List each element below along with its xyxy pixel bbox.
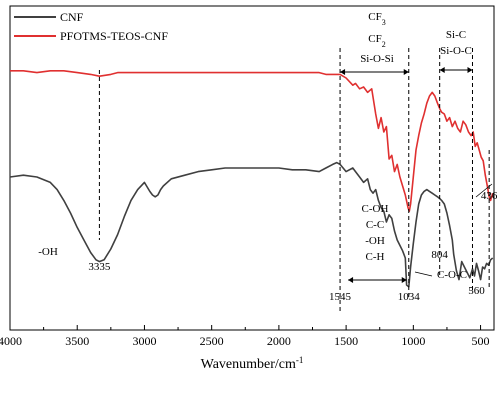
x-axis-label: Wavenumber/cm-1 [201, 355, 304, 372]
annotation-1545: 1545 [329, 291, 352, 303]
annotation-coc: C-O-C [437, 269, 467, 281]
annotation-804: 804 [431, 249, 448, 261]
x-tick-label: 4000 [0, 334, 22, 348]
range-arrow-cf-head [403, 69, 409, 75]
annotation-si-o-si: Si-O-Si [360, 53, 394, 65]
annotation-cf2: CF2 [368, 33, 385, 49]
leader-line [414, 271, 433, 277]
annotation-436: 436 [481, 190, 497, 202]
x-tick-label: 3000 [132, 334, 156, 348]
plot-frame [9, 5, 495, 331]
annotation-si-o-c: Si-O-C [440, 45, 472, 57]
range-arrow-si-head [439, 67, 445, 73]
range-arrow-cnf-head [401, 277, 407, 283]
x-tick-label: 1500 [334, 334, 358, 348]
annotation-560: 560 [468, 285, 485, 297]
x-tick-label: 2000 [267, 334, 291, 348]
annotation-si-c: Si-C [446, 29, 466, 41]
plot-area: 4000 3500 3000 2500 2000 1500 1000 500 Wavenumbe… [0, 5, 497, 372]
annotation-oh: -OH [38, 246, 58, 258]
series-line-pfotms-teos-cnf [10, 70, 494, 212]
range-arrow-cf-head [340, 69, 346, 75]
annotation-3335: 3335 [88, 261, 111, 273]
x-tick-label: 500 [472, 334, 490, 348]
range-arrow-cnf-head [348, 277, 354, 283]
annotation-1034: 1034 [398, 291, 421, 303]
x-tick-label: 1000 [401, 334, 425, 348]
annotation-cnf-group: C-C [366, 219, 384, 231]
annotation-cnf-group: C-H [366, 251, 385, 263]
leader-line [475, 183, 493, 198]
series-line-cnf [9, 161, 494, 288]
annotation-cf3: CF3 [368, 11, 385, 27]
annotation-cnf-group: C-OH [362, 203, 389, 215]
legend-label: PFOTMS-TEOS-CNF [60, 29, 168, 43]
range-arrow-si-head [467, 67, 473, 73]
annotation-cnf-group: -OH [365, 235, 385, 247]
x-tick-label: 2500 [200, 334, 224, 348]
x-tick-label: 3500 [65, 334, 89, 348]
legend-label: CNF [60, 10, 84, 24]
